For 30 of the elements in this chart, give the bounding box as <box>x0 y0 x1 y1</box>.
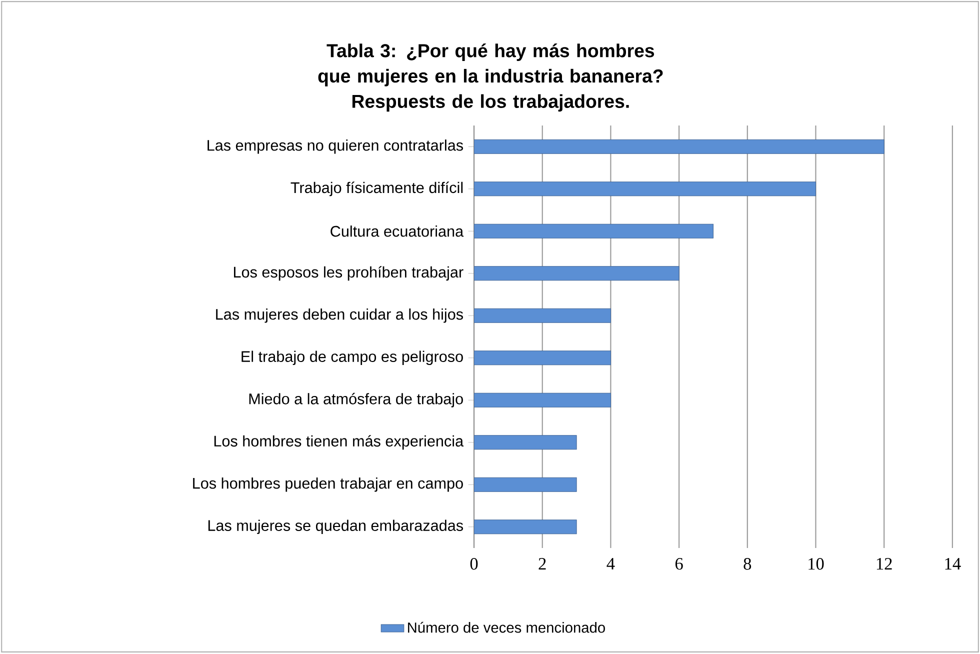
y-tick-label: Cultura ecuatoriana <box>330 226 464 237</box>
x-tick-label: 8 <box>744 558 752 570</box>
bar <box>474 224 714 239</box>
y-tick-label: Las mujeres deben cuidar a los hijos <box>216 308 463 324</box>
x-tick-label: 10 <box>808 558 824 570</box>
legend-label: Número de veces mencionado <box>408 622 605 634</box>
x-tick-label: 2 <box>538 558 546 570</box>
y-tick-label: Miedo a la atmósfera de trabajo <box>249 393 463 408</box>
bar <box>474 266 680 281</box>
y-tick-label: Los esposos les prohíben trabajar <box>234 266 464 281</box>
x-tick-label: 6 <box>675 558 683 570</box>
x-tick-label: 4 <box>606 558 615 570</box>
y-tick-label: Los hombres tienen más experiencia <box>214 435 464 450</box>
y-tick-label: Trabajo físicamente difícil <box>290 182 463 196</box>
bar <box>474 308 611 324</box>
x-tick-label: 14 <box>945 558 961 570</box>
bar <box>474 140 884 154</box>
bar <box>474 350 611 366</box>
y-tick-label: Los hombres pueden trabajar en campo <box>193 478 463 492</box>
chart-title: Tabla 3: ¿Por qué hay más hombres que mujeres en la industria bananera? Respuests de los trabajadores. <box>318 44 663 112</box>
y-tick-label: El trabajo de campo es peligroso <box>242 350 463 366</box>
x-tick-label: 12 <box>876 558 892 570</box>
bar <box>474 520 577 534</box>
bar <box>474 182 816 196</box>
y-tick-label: Las empresas no quieren contratarlas <box>208 140 464 154</box>
bar <box>474 478 577 492</box>
y-tick-label: Las mujeres se quedan embarazadas <box>208 520 464 534</box>
bar <box>474 393 611 408</box>
bar <box>474 435 577 450</box>
x-tick-label: 0 <box>470 558 478 570</box>
